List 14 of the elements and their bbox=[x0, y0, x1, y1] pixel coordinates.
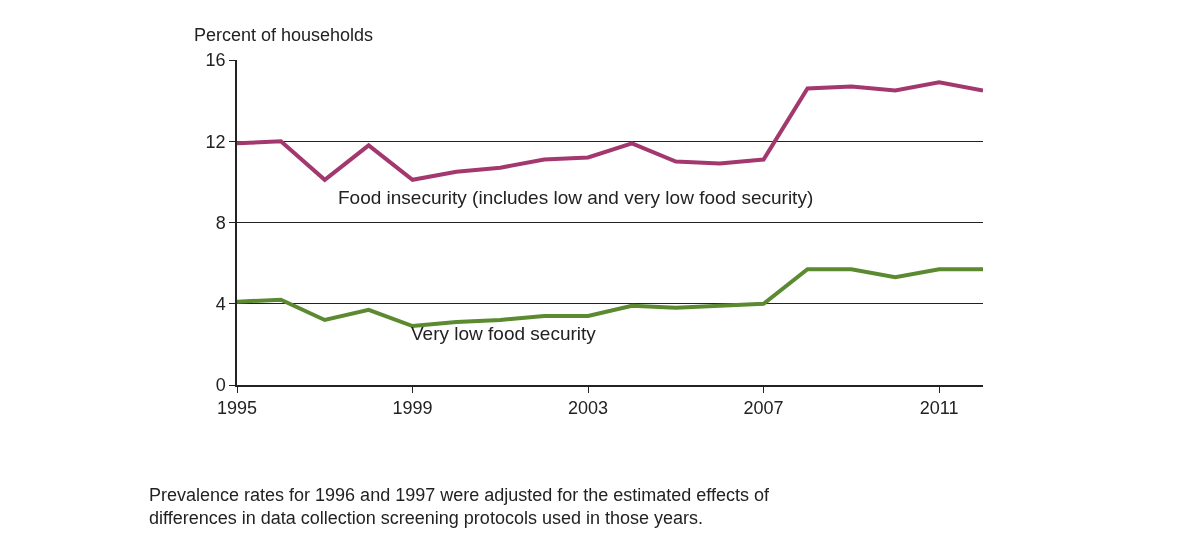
y-tick-label: 4 bbox=[215, 294, 226, 315]
x-tick-label: 1999 bbox=[392, 398, 433, 419]
y-tick-label: 12 bbox=[205, 131, 226, 152]
x-tick-label: 2007 bbox=[743, 398, 784, 419]
series-label: Very low food security bbox=[411, 323, 597, 344]
text: Prevalence rates for 1996 and 1997 were adjusted for the estimated effects of differences in data collection screening protocols used in those years. bbox=[149, 485, 771, 529]
x-tick-label: 2011 bbox=[919, 398, 959, 419]
y-tick-label: 0 bbox=[215, 375, 226, 396]
x-tick-label: 1995 bbox=[216, 398, 258, 419]
y-axis-title: Percent of households bbox=[194, 25, 374, 45]
x-tick-label: 2003 bbox=[568, 398, 609, 419]
y-tick-label: 8 bbox=[215, 212, 226, 233]
series-label: Food insecurity (includes low and very low food security) bbox=[338, 187, 814, 208]
y-tick-label: 16 bbox=[205, 50, 226, 71]
